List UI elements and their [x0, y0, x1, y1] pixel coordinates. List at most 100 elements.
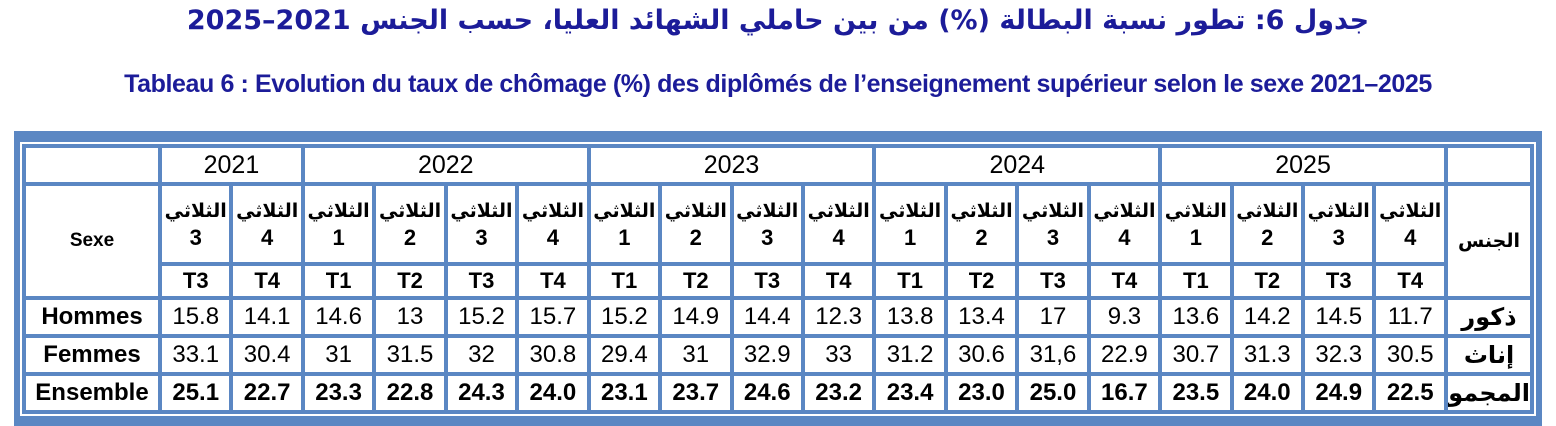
corner-cell-right: [1444, 144, 1534, 186]
tcode-header: T1: [1158, 262, 1234, 300]
table-cell: 23.0: [943, 372, 1020, 414]
table-cell: 32: [443, 334, 520, 376]
quarter-number: 3: [475, 225, 488, 251]
corner-cell-left: [22, 144, 162, 186]
quarter-number: 2: [975, 225, 988, 251]
table-cell: 24.0: [1229, 372, 1306, 414]
quarter-header: الثلاثي 4: [1372, 182, 1448, 266]
table-cell: 22.8: [372, 372, 448, 414]
quarter-header-row: Sexe الثلاثي 3 الثلاثي 4 الثلاثي 1 الثلاثي 2…: [22, 182, 1534, 300]
table-cell: 17: [1015, 296, 1091, 338]
row-label-inath: إناث: [1444, 334, 1534, 376]
quarter-word: الثلاثي: [1307, 199, 1370, 222]
tcode-header: T4: [800, 262, 877, 300]
table-cell: 25.0: [1015, 372, 1091, 414]
quarter-header: الثلاثي 1: [872, 182, 948, 266]
table-cell: 14.1: [229, 296, 305, 338]
year-header-2021: 2021: [158, 144, 305, 186]
table-cell: 29.4: [586, 334, 663, 376]
quarter-number: 4: [546, 225, 560, 251]
quarter-header: الثلاثي 2: [372, 182, 448, 266]
table-cell: 14.4: [729, 296, 805, 338]
table-cell: 15.8: [157, 296, 234, 338]
quarter-word: الثلاثي: [807, 199, 870, 222]
table-cell: 23.4: [872, 372, 948, 414]
table-cell: 15.2: [586, 296, 663, 338]
quarter-word: الثلاثي: [879, 199, 942, 222]
quarter-header: الثلاثي 4: [800, 182, 877, 266]
table-cell: 31: [658, 334, 734, 376]
tcode-header: T3: [1015, 262, 1091, 300]
table-cell: 15.2: [443, 296, 520, 338]
quarter-number: 4: [832, 225, 845, 251]
sexe-header-cell: Sexe: [22, 182, 162, 300]
quarter-number: 1: [903, 225, 917, 251]
table-cell: 23.3: [300, 372, 377, 414]
quarter-header: الثلاثي 4: [229, 182, 305, 266]
table-cell: 13.8: [872, 296, 948, 338]
year-header-2022: 2022: [300, 144, 591, 186]
quarter-word: الثلاثي: [521, 199, 584, 222]
table-cell: 23.7: [658, 372, 734, 414]
tcode-header: T2: [943, 262, 1020, 300]
table-cell: 23.5: [1158, 372, 1234, 414]
quarter-number: 1: [618, 225, 631, 251]
quarter-number: 4: [261, 225, 274, 251]
unemployment-rate-table: 2021 2022 2023 2024 2025 Sexe الثلاثي 3 ا…: [22, 144, 1534, 414]
table-cell: 13.4: [943, 296, 1020, 338]
quarter-header: الثلاثي 3: [1300, 182, 1377, 266]
tcode-header: T2: [658, 262, 734, 300]
quarter-word: الثلاثي: [378, 199, 442, 222]
table-row-femmes: Femmes 33.1 30.4 31 31.5 32 30.8 29.4 31…: [22, 334, 1534, 376]
quarter-word: الثلاثي: [664, 199, 727, 222]
table-row-hommes: Hommes 15.8 14.1 14.6 13 15.2 15.7 15.2 …: [22, 296, 1534, 338]
table-row-ensemble: Ensemble 25.1 22.7 23.3 22.8 24.3 24.0 2…: [22, 372, 1534, 414]
quarter-number: 2: [403, 225, 417, 251]
quarter-word: الثلاثي: [593, 199, 656, 222]
table-cell: 31.3: [1229, 334, 1306, 376]
table-cell: 11.7: [1372, 296, 1448, 338]
quarter-word: الثلاثي: [236, 199, 299, 222]
quarter-header: الثلاثي 3: [1015, 182, 1091, 266]
quarter-header: الثلاثي 4: [515, 182, 591, 266]
table-cell: 30.7: [1158, 334, 1234, 376]
quarter-word: الثلاثي: [1236, 199, 1299, 222]
quarter-word: الثلاثي: [164, 199, 227, 222]
quarter-word: الثلاثي: [950, 199, 1013, 222]
year-header-2024: 2024: [872, 144, 1163, 186]
table-cell: 24.9: [1300, 372, 1377, 414]
quarter-number: 3: [1332, 225, 1345, 251]
quarter-header: الثلاثي 1: [1158, 182, 1234, 266]
quarter-number: 1: [332, 225, 345, 251]
quarter-header: الثلاثي 3: [729, 182, 805, 266]
table-title-french: Tableau 6 : Evolution du taux de chômage…: [124, 70, 1432, 98]
table-cell: 12.3: [800, 296, 877, 338]
table-cell: 30.4: [229, 334, 305, 376]
tcode-header: T4: [1086, 262, 1163, 300]
table-cell: 14.2: [1229, 296, 1306, 338]
quarter-header: الثلاثي 2: [943, 182, 1020, 266]
year-header-2025: 2025: [1158, 144, 1448, 186]
table-cell: 13: [372, 296, 448, 338]
tcode-header-row: T3 T4 T1 T2 T3 T4 T1 T2 T3 T4 T1 T2 T3 T…: [24, 262, 1532, 300]
table-cell: 15.7: [515, 296, 591, 338]
quarter-header: الثلاثي 1: [300, 182, 377, 266]
table-cell: 14.5: [1300, 296, 1377, 338]
table-cell: 22.5: [1372, 372, 1448, 414]
row-label-ensemble: Ensemble: [22, 372, 162, 414]
tcode-header: T4: [515, 262, 591, 300]
table-cell: 14.9: [658, 296, 734, 338]
table-cell: 24.0: [515, 372, 591, 414]
table-cell: 30.8: [515, 334, 591, 376]
tcode-header: T1: [300, 262, 377, 300]
quarter-word: الثلاثي: [1021, 199, 1085, 222]
quarter-number: 1: [1189, 225, 1202, 251]
table-cell: 22.7: [229, 372, 305, 414]
table-cell: 9.3: [1086, 296, 1163, 338]
tcode-header: T2: [372, 262, 448, 300]
quarter-header: الثلاثي 4: [1086, 182, 1163, 266]
quarter-word: الثلاثي: [736, 199, 799, 222]
table-cell: 16.7: [1086, 372, 1163, 414]
quarter-number: 3: [189, 225, 202, 251]
year-header-2023: 2023: [586, 144, 877, 186]
